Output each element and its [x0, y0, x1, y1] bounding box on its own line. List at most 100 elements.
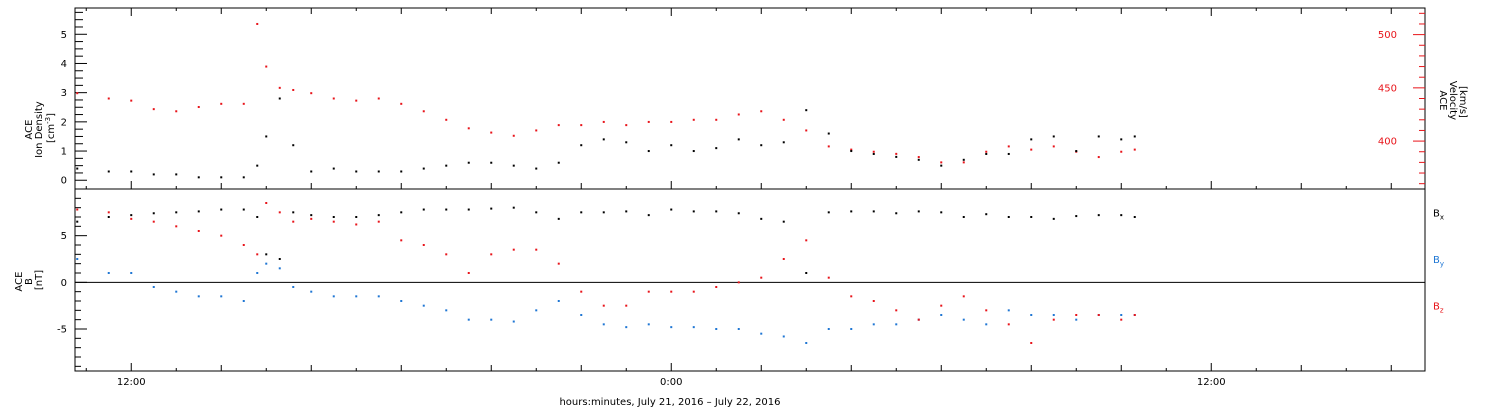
- velocity-point: [152, 108, 155, 111]
- by-point: [310, 290, 313, 293]
- velocity-point: [580, 124, 583, 127]
- density-point: [490, 161, 493, 164]
- velocity-point: [805, 129, 808, 132]
- velocity-point: [76, 92, 79, 95]
- density-point: [670, 144, 673, 147]
- velocity-point: [917, 156, 920, 159]
- velocity-point: [760, 110, 763, 113]
- density-point: [152, 173, 155, 176]
- density-tick-label: 3: [61, 88, 67, 99]
- bz-point: [580, 290, 583, 293]
- bz-point: [625, 304, 628, 307]
- density-axis-title: ACE Ion Density [cm-3]: [24, 98, 57, 158]
- by-point: [580, 314, 583, 316]
- bz-point: [467, 272, 470, 274]
- bx-point: [625, 210, 628, 213]
- density-point: [715, 147, 718, 150]
- bz-point: [535, 248, 538, 251]
- bz-point: [242, 244, 245, 246]
- time-axis-label: hours:minutes, July 21, 2016 – July 22, …: [559, 397, 780, 408]
- velocity-point: [737, 113, 740, 116]
- by-point: [265, 262, 268, 265]
- bx-point: [467, 208, 470, 211]
- bz-point: [737, 281, 740, 284]
- velocity-point: [670, 120, 673, 123]
- density-tick-label: 5: [61, 30, 67, 41]
- density-point: [265, 135, 268, 138]
- velocity-point: [467, 127, 470, 130]
- bz-point: [1097, 314, 1100, 316]
- by-point: [512, 320, 515, 323]
- density-point: [377, 170, 380, 173]
- by-point: [490, 318, 493, 321]
- density-point: [422, 167, 425, 170]
- bz-point: [782, 258, 785, 260]
- bz-point: [445, 253, 448, 256]
- by-point: [355, 295, 358, 298]
- bx-point: [895, 212, 898, 215]
- velocity-point: [377, 97, 380, 100]
- bx-point: [355, 216, 358, 218]
- top-panel-frame: [74, 7, 1426, 190]
- by-point: [256, 272, 259, 274]
- bx-point: [1030, 216, 1033, 218]
- density-axis: 0 1 2 3 4 5: [61, 11, 87, 187]
- bx-point: [737, 212, 740, 215]
- velocity-point: [292, 88, 295, 91]
- density-point: [985, 152, 988, 155]
- density-unit-close: ]: [46, 113, 57, 117]
- density-point: [535, 167, 538, 170]
- bx-point: [490, 207, 493, 210]
- density-tick-label: 1: [61, 147, 67, 158]
- by-point: [242, 300, 245, 302]
- velocity-point: [1120, 150, 1123, 153]
- density-point: [917, 158, 920, 161]
- density-tick-label: 2: [61, 117, 67, 128]
- by-point: [467, 318, 470, 321]
- bx-point: [670, 208, 673, 211]
- by-point: [850, 328, 853, 330]
- density-point: [1120, 138, 1123, 141]
- velocity-point: [242, 102, 245, 105]
- b-field-axis-title: ACE B [nT]: [14, 268, 45, 291]
- bz-point: [647, 290, 650, 293]
- density-point: [1133, 135, 1136, 138]
- by-point: [377, 295, 380, 298]
- by-point: [1030, 314, 1033, 316]
- velocity-point: [445, 118, 448, 121]
- density-point: [557, 161, 560, 164]
- bz-point: [256, 253, 259, 256]
- bz-point: [917, 318, 920, 321]
- density-point: [220, 176, 223, 179]
- bx-point: [512, 206, 515, 209]
- bz-point: [715, 286, 718, 288]
- density-point: [445, 164, 448, 167]
- bz-point: [377, 220, 380, 223]
- bx-point: [962, 216, 965, 218]
- legend-entry-by: By: [1433, 255, 1444, 268]
- bx-point: [445, 208, 448, 211]
- velocity-point: [278, 86, 281, 89]
- bz-point: [1030, 342, 1033, 344]
- velocity-point: [962, 161, 965, 164]
- bx-point: [332, 216, 335, 218]
- bx-point: [557, 217, 560, 220]
- bx-point: [580, 211, 583, 214]
- density-point: [850, 150, 853, 153]
- bx-point: [1052, 217, 1055, 220]
- b-field-tick-label: 5: [61, 231, 67, 242]
- bz-point: [850, 295, 853, 298]
- by-point: [220, 295, 223, 298]
- bx-point: [1133, 216, 1136, 218]
- bz-point: [895, 309, 898, 312]
- bz-point: [175, 225, 178, 228]
- velocity-point: [692, 118, 695, 121]
- density-point: [625, 141, 628, 144]
- bx-point: [1097, 214, 1100, 217]
- bx-point: [1075, 215, 1078, 218]
- bx-point: [220, 208, 223, 211]
- velocity-point: [107, 97, 110, 100]
